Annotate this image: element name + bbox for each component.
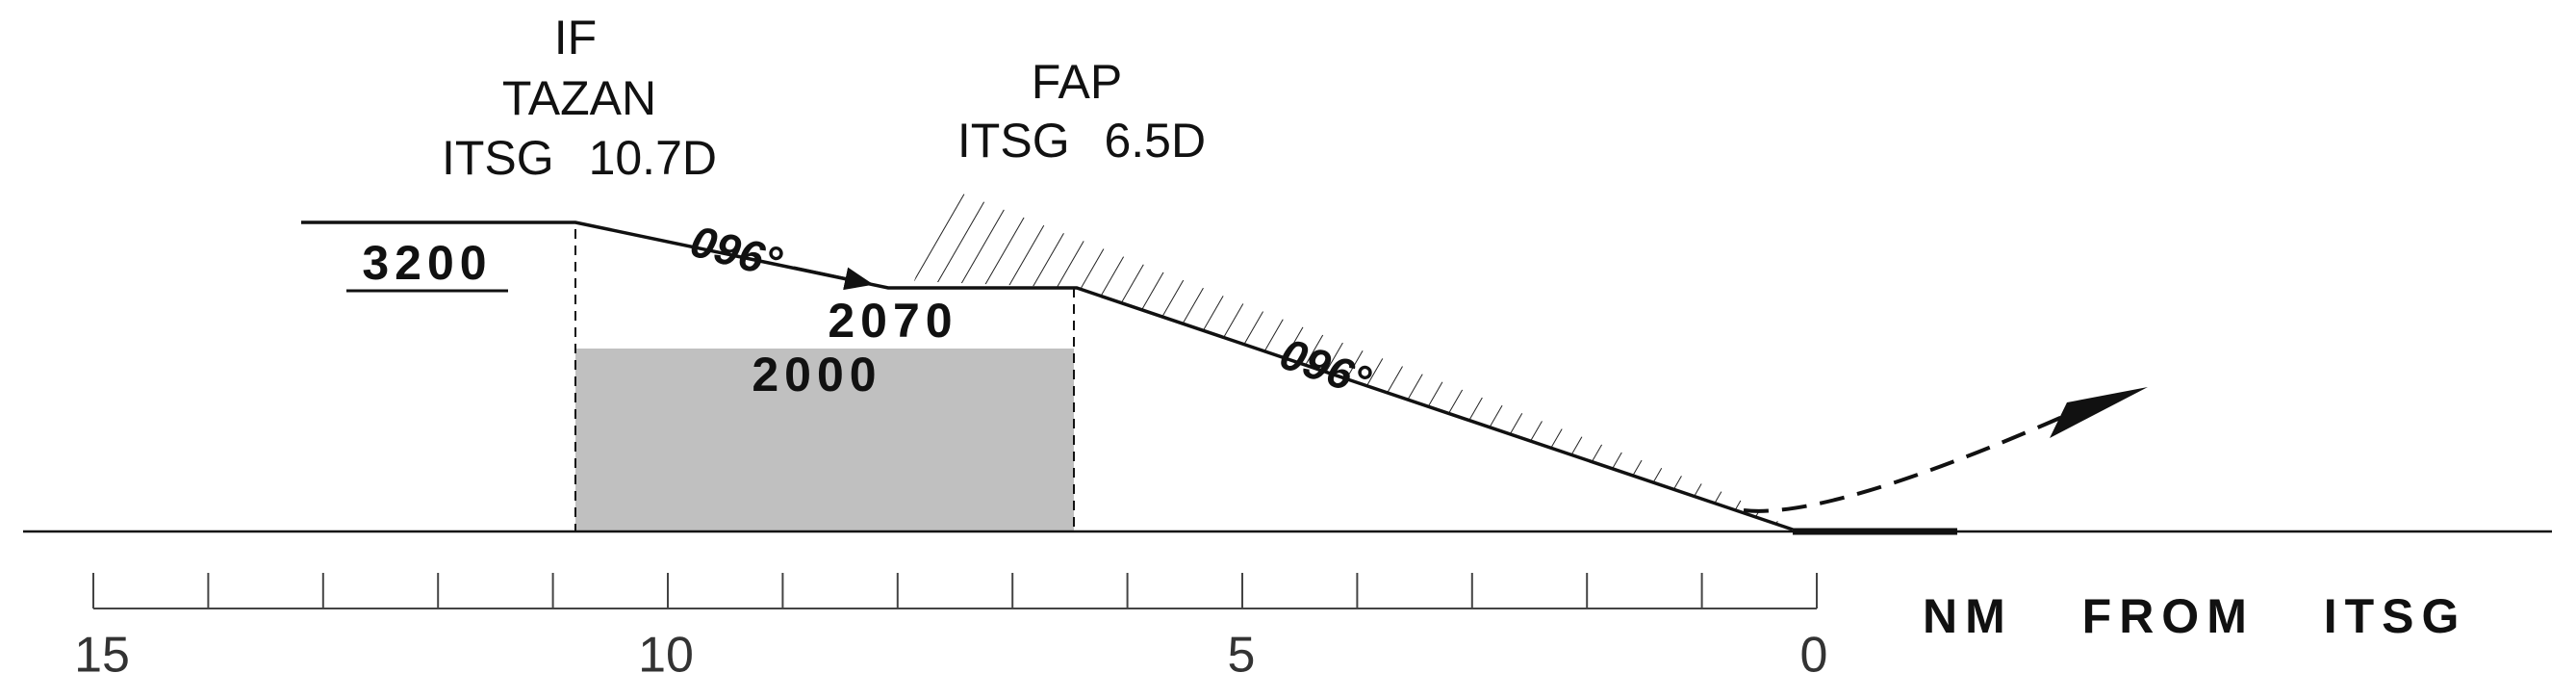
fix-label: FAP [1032, 55, 1122, 109]
altitude: 3200 [362, 236, 492, 290]
altitude: 2000 [752, 348, 881, 401]
minimum-altitude-box [575, 349, 1074, 531]
track-label: 096° [685, 216, 787, 288]
fix-label: ITSG 10.7D [442, 131, 717, 185]
fix-label: IF [554, 11, 597, 65]
hatched-area [914, 188, 1793, 530]
scale-label: 15 [74, 628, 130, 684]
scale-unit: NM FROM ITSG [1923, 589, 2466, 643]
altitude: 2070 [828, 294, 957, 348]
track-arrow [793, 266, 874, 291]
scale-label: 5 [1228, 628, 1256, 684]
distance-scale [92, 573, 1818, 609]
profile-path [301, 220, 1794, 531]
scale-label: 10 [638, 628, 694, 684]
track-label: 096° [1274, 328, 1378, 407]
missed-arrowhead [2050, 387, 2148, 438]
missed-approach [1743, 412, 2070, 513]
fix-label: ITSG 6.5D [957, 114, 1206, 168]
scale-label: 0 [1800, 628, 1828, 684]
fix-label: TAZAN [502, 71, 656, 125]
